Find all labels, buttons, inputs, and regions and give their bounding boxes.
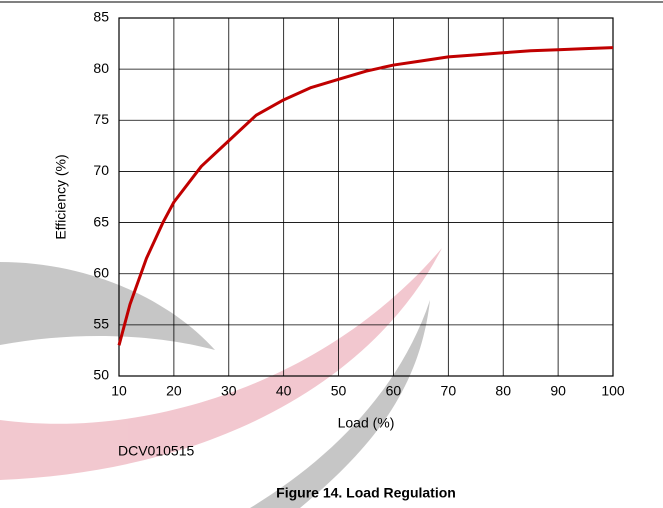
y-tick-label: 75: [93, 111, 109, 127]
caption: Figure 14. Load Regulation: [276, 485, 456, 501]
x-tick-label: 80: [495, 383, 511, 399]
y-tick-label: 50: [93, 367, 109, 383]
y-tick-label: 65: [93, 213, 109, 229]
x-tick-label: 70: [441, 383, 457, 399]
note: DCV010515: [118, 443, 194, 459]
x-tick-label: 60: [386, 383, 402, 399]
watermark-gray: [0, 262, 215, 350]
y-tick-label: 60: [93, 264, 109, 280]
plot-frame: [118, 17, 614, 377]
x-tick-label: 100: [601, 383, 625, 399]
y-tick-label: 85: [93, 9, 109, 25]
x-tick-label: 40: [276, 383, 292, 399]
x-axis-label: Load (%): [338, 415, 395, 431]
y-tick-label: 70: [93, 162, 109, 178]
x-tick-label: 10: [111, 383, 127, 399]
x-tick-label: 20: [166, 383, 182, 399]
x-tick-label: 30: [221, 383, 237, 399]
y-tick-label: 55: [93, 316, 109, 332]
watermark-pink: [0, 248, 442, 480]
y-tick-label: 80: [93, 60, 109, 76]
x-tick-label: 90: [550, 383, 566, 399]
line-series: [117, 46, 614, 346]
x-tick-label: 50: [331, 383, 347, 399]
y-axis-label: Efficiency (%): [53, 154, 69, 239]
watermark: [0, 248, 442, 508]
watermark-gray: [250, 300, 430, 508]
